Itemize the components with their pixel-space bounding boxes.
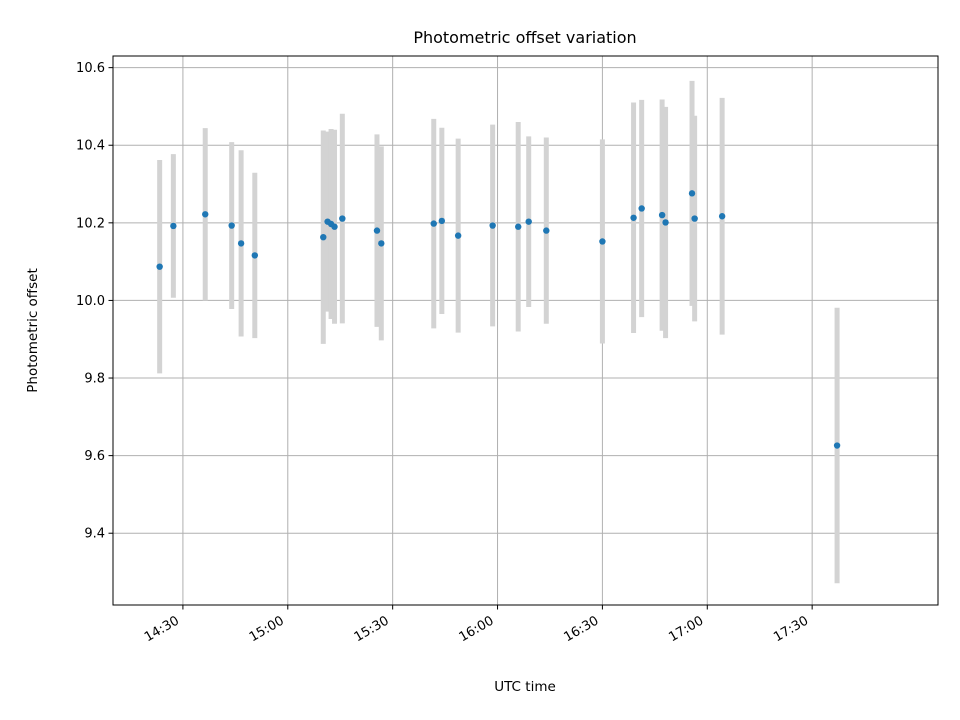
- data-point: [339, 215, 346, 222]
- data-point: [658, 211, 666, 219]
- data-point: [515, 223, 522, 230]
- data-point: [543, 227, 550, 234]
- y-axis-label: Photometric offset: [25, 268, 41, 392]
- data-point: [430, 220, 437, 227]
- chart-title: Photometric offset variation: [413, 28, 636, 47]
- data-point: [599, 238, 606, 245]
- data-point: [202, 211, 209, 218]
- y-axis-ticks: 9.4 9.6 9.8 10.0 10.2 10.4 10.6: [76, 61, 113, 542]
- data-point: [638, 205, 645, 212]
- y-tick-label: 10.4: [76, 139, 105, 154]
- data-point: [228, 222, 235, 229]
- data-points: [156, 190, 841, 449]
- y-tick-label: 9.6: [84, 449, 105, 464]
- data-point: [170, 222, 177, 230]
- data-point: [373, 227, 381, 234]
- y-tick-label: 9.4: [84, 527, 105, 542]
- data-point: [688, 190, 696, 197]
- data-point: [378, 240, 385, 247]
- data-point: [718, 213, 726, 220]
- y-tick-label: 10.6: [76, 61, 105, 76]
- data-point: [691, 215, 698, 222]
- data-point: [662, 219, 669, 226]
- data-point: [251, 252, 259, 259]
- data-point: [525, 218, 532, 225]
- data-point: [156, 263, 163, 270]
- data-point: [833, 442, 841, 449]
- y-tick-label: 9.8: [84, 372, 105, 387]
- data-point: [320, 233, 327, 241]
- data-point: [438, 217, 446, 225]
- data-point: [454, 232, 462, 239]
- data-point: [237, 240, 245, 247]
- y-tick-label: 10.2: [76, 216, 105, 231]
- data-point: [489, 222, 496, 229]
- data-point: [331, 223, 338, 230]
- y-tick-label: 10.0: [76, 294, 105, 309]
- data-point: [630, 214, 637, 221]
- axes-frame: [112, 55, 939, 606]
- x-axis-label: UTC time: [494, 679, 556, 695]
